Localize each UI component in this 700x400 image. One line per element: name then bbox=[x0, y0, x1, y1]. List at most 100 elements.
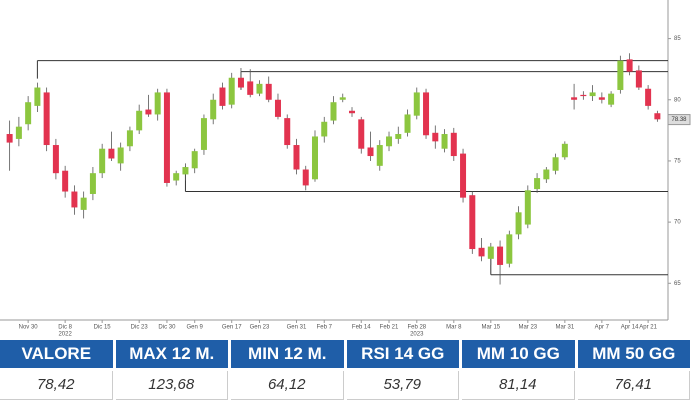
x-tick-label: Dic 23 bbox=[131, 325, 149, 331]
y-tick-label: 80 bbox=[674, 97, 681, 103]
candle-body bbox=[228, 77, 235, 105]
candle-body bbox=[645, 88, 652, 106]
candle-body bbox=[62, 170, 69, 192]
candle-body bbox=[598, 97, 605, 100]
candle-body bbox=[580, 94, 587, 97]
y-tick-label: 75 bbox=[674, 159, 681, 165]
candle-body bbox=[117, 147, 124, 164]
x-tick-label: Mar 8 bbox=[446, 325, 462, 331]
y-tick-label: 85 bbox=[674, 36, 681, 42]
x-tick-label: Apr 21 bbox=[639, 325, 657, 331]
table-header: MM 50 GG bbox=[577, 340, 690, 368]
candle-body bbox=[376, 145, 383, 166]
candle-body bbox=[52, 145, 59, 174]
candle-body bbox=[311, 136, 318, 180]
x-tick-label: Gen 31 bbox=[287, 325, 307, 331]
candle-body bbox=[358, 119, 365, 149]
candle-body bbox=[247, 81, 254, 95]
table-cell: 123,68 bbox=[115, 371, 228, 400]
candle-body bbox=[145, 109, 152, 115]
candle-body bbox=[293, 145, 300, 170]
x-tick-label: Feb 14 bbox=[352, 325, 371, 331]
candle-body bbox=[534, 178, 541, 190]
candle-body bbox=[265, 83, 272, 100]
x-tick-label: Apr 7 bbox=[595, 325, 610, 331]
table-cell: 78,42 bbox=[0, 371, 113, 400]
table-header: MM 10 GG bbox=[462, 340, 575, 368]
x-tick-label: Mar 31 bbox=[555, 325, 574, 331]
candle-body bbox=[108, 148, 115, 159]
candle-body bbox=[321, 121, 328, 137]
candle-body bbox=[608, 93, 615, 105]
x-tick-label: Nov 30 bbox=[19, 325, 39, 331]
candle-body bbox=[6, 134, 13, 143]
table-cell: 76,41 bbox=[577, 371, 690, 400]
table-header: MIN 12 M. bbox=[231, 340, 344, 368]
x-tick-label: Dic 30 bbox=[158, 325, 176, 331]
candle-body bbox=[136, 110, 143, 131]
candle-body bbox=[413, 92, 420, 116]
candle-body bbox=[43, 92, 50, 146]
candle-body bbox=[367, 147, 374, 157]
candle-body bbox=[173, 173, 180, 181]
candle-body bbox=[80, 197, 87, 210]
candle-body bbox=[432, 132, 439, 142]
candle-body bbox=[256, 83, 263, 94]
candle-body bbox=[654, 113, 661, 120]
candle-body bbox=[487, 246, 494, 259]
candle-body bbox=[469, 195, 476, 250]
candle-body bbox=[543, 169, 550, 180]
candle-body bbox=[210, 99, 217, 120]
x-tick-label: Dic 15 bbox=[94, 325, 112, 331]
candle-body bbox=[71, 191, 78, 208]
candle-body bbox=[450, 132, 457, 157]
x-year-label: 2022 bbox=[58, 332, 72, 338]
last-price-box bbox=[667, 114, 691, 126]
candle-body bbox=[635, 70, 642, 88]
candle-body bbox=[423, 92, 430, 136]
x-tick-label: Feb 7 bbox=[317, 325, 333, 331]
candle-body bbox=[274, 99, 281, 117]
last-price-label: 78.38 bbox=[671, 117, 687, 123]
candle-body bbox=[497, 246, 504, 265]
table-cell: 64,12 bbox=[231, 371, 344, 400]
x-tick-label: Gen 17 bbox=[222, 325, 242, 331]
candle-body bbox=[34, 87, 41, 106]
candle-body bbox=[617, 60, 624, 90]
x-year-label: 2023 bbox=[410, 332, 424, 338]
candle-body bbox=[441, 134, 448, 149]
candle-body bbox=[99, 148, 106, 174]
candle-body bbox=[404, 114, 411, 133]
candle-body bbox=[200, 118, 207, 150]
candle-body bbox=[126, 130, 133, 147]
candle-body bbox=[284, 118, 291, 146]
candle-body bbox=[25, 102, 32, 125]
table-header: VALORE bbox=[0, 340, 113, 368]
y-tick-label: 70 bbox=[674, 220, 681, 226]
x-tick-label: Feb 21 bbox=[380, 325, 399, 331]
table-header: MAX 12 M. bbox=[115, 340, 228, 368]
candle-body bbox=[460, 153, 467, 198]
stats-table: VALORE MAX 12 M. MIN 12 M. RSI 14 GG MM 10 G… bbox=[0, 340, 690, 400]
candle-body bbox=[524, 190, 531, 225]
candle-body bbox=[237, 77, 244, 88]
x-tick-label: Gen 23 bbox=[250, 325, 270, 331]
x-tick-label: Mar 23 bbox=[518, 325, 537, 331]
x-tick-label: Mar 15 bbox=[481, 325, 500, 331]
table-header: RSI 14 GG bbox=[346, 340, 459, 368]
candle-body bbox=[339, 97, 346, 100]
candle-body bbox=[395, 134, 402, 139]
candle-body bbox=[219, 87, 226, 106]
y-tick-label: 65 bbox=[674, 281, 681, 287]
x-tick-label: Feb 28 bbox=[407, 325, 426, 331]
candle-body bbox=[506, 234, 513, 264]
candle-body bbox=[571, 97, 578, 100]
candle-body bbox=[561, 143, 568, 158]
candle-body bbox=[386, 136, 393, 147]
x-tick-label: Dic 8 bbox=[58, 325, 72, 331]
candle-body bbox=[478, 247, 485, 257]
candle-body bbox=[191, 151, 198, 169]
candle-body bbox=[163, 92, 170, 183]
